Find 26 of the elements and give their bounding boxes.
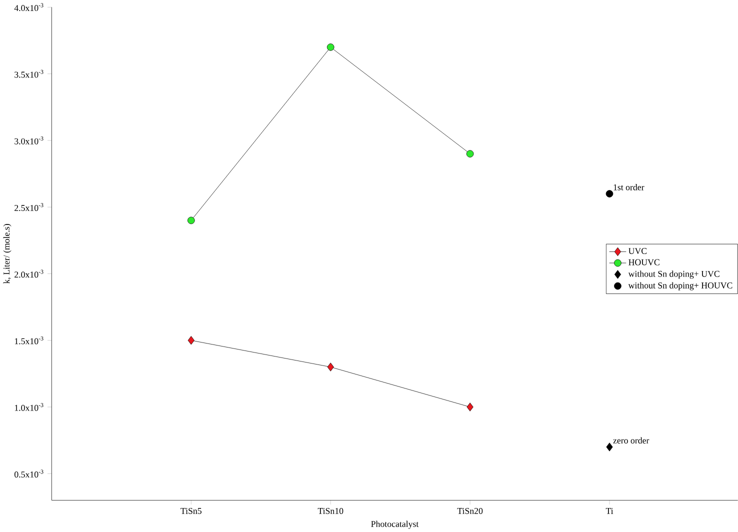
- y-tick-label: 2.5x10$^{-3}$: [14, 203, 44, 211]
- annotation: zero order: [613, 437, 650, 444]
- point: [188, 336, 194, 345]
- y-tick-label: 1.0x10$^{-3}$: [14, 403, 44, 411]
- y-axis-title: k, Liter/ (mole.s): [3, 224, 12, 284]
- point: [466, 402, 474, 412]
- x-tick-label: TiSn5: [180, 508, 202, 514]
- y-tick-label: 1.5x10$^{-3}$: [14, 336, 44, 344]
- legend-label: without Sn doping+ HOUVC: [628, 282, 732, 290]
- legend-label: UVC: [628, 248, 647, 254]
- x-tick-label: TiSn20: [457, 508, 483, 514]
- y-tick-label: 3.5x10$^{-3}$: [14, 70, 44, 78]
- x-tick-label: Ti: [606, 508, 614, 514]
- x-axis-title: Photocatalyst: [371, 520, 419, 529]
- point: [326, 43, 334, 51]
- point: [187, 216, 195, 224]
- y-tick-label: 4.0x10$^{-3}$: [14, 3, 44, 12]
- y-tick-label: 0.5x10$^{-3}$: [14, 470, 44, 478]
- point: [466, 150, 474, 158]
- legend-label: HOUVC: [628, 259, 660, 266]
- x-tick-label: TiSn10: [318, 508, 344, 514]
- annotation: 1st order: [614, 184, 644, 190]
- point: [327, 362, 334, 372]
- y-tick-label: 3.0x10$^{-3}$: [14, 136, 44, 144]
- y-tick-label: 2.0x10$^{-3}$: [14, 270, 44, 278]
- legend-label: without Sn doping+ UVC: [628, 270, 720, 279]
